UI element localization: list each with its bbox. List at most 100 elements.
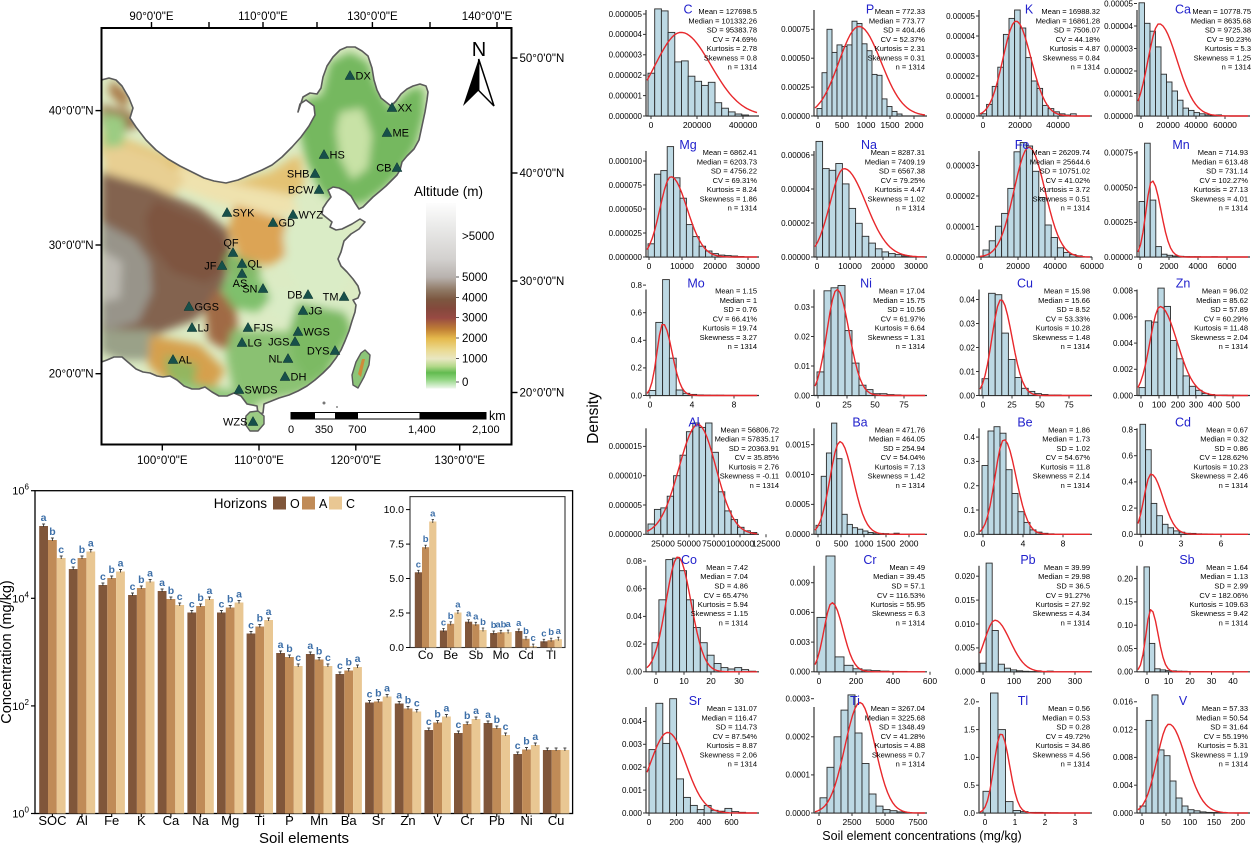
svg-text:SD = 0.76: SD = 0.76 xyxy=(723,305,757,314)
svg-text:0.00004: 0.00004 xyxy=(781,185,810,194)
svg-text:Mean = 16988.32: Mean = 16988.32 xyxy=(1041,7,1100,16)
svg-text:Sb: Sb xyxy=(1179,553,1194,567)
svg-text:Skewness = 3.27: Skewness = 3.27 xyxy=(700,333,757,342)
svg-text:0.015: 0.015 xyxy=(955,596,976,605)
svg-text:Median = 613.48: Median = 613.48 xyxy=(1192,157,1248,166)
svg-text:0.02: 0.02 xyxy=(626,640,642,649)
svg-text:SD = 10.56: SD = 10.56 xyxy=(887,305,925,314)
svg-text:Median = 6203.73: Median = 6203.73 xyxy=(697,157,757,166)
svg-text:140°0'0"E: 140°0'0"E xyxy=(462,11,513,23)
svg-text:a: a xyxy=(278,639,284,651)
svg-text:100°0'0"E: 100°0'0"E xyxy=(137,455,188,467)
svg-text:SD = 0.86: SD = 0.86 xyxy=(1214,444,1248,453)
svg-text:10000: 10000 xyxy=(838,261,862,271)
svg-text:0.001: 0.001 xyxy=(622,786,643,795)
svg-text:Cu: Cu xyxy=(548,813,565,828)
svg-text:3: 3 xyxy=(1073,817,1078,827)
svg-text:a: a xyxy=(466,609,472,620)
svg-text:0.00006: 0.00006 xyxy=(781,151,810,160)
svg-text:Median = 7409.19: Median = 7409.19 xyxy=(865,157,925,166)
svg-text:ME: ME xyxy=(393,128,410,140)
svg-text:30000: 30000 xyxy=(736,261,760,271)
svg-text:Median = 0.32: Median = 0.32 xyxy=(1200,435,1248,444)
svg-text:1,400: 1,400 xyxy=(408,424,436,436)
svg-text:Mean = 714.93: Mean = 714.93 xyxy=(1198,148,1248,157)
svg-text:Mean = 49: Mean = 49 xyxy=(889,563,925,572)
svg-text:0.04: 0.04 xyxy=(626,612,642,621)
svg-text:0.00000: 0.00000 xyxy=(781,112,810,121)
svg-text:120°0'0"E: 120°0'0"E xyxy=(331,455,382,467)
svg-text:Kurtosis = 7.13: Kurtosis = 7.13 xyxy=(875,463,925,472)
svg-text:ab: ab xyxy=(495,619,506,630)
svg-text:n = 1314: n = 1314 xyxy=(896,342,925,351)
svg-text:Mean = 7.42: Mean = 7.42 xyxy=(706,563,748,572)
svg-text:Density: Density xyxy=(585,392,602,444)
svg-text:CV = 52.37%: CV = 52.37% xyxy=(881,35,926,44)
svg-text:WGS: WGS xyxy=(304,327,330,339)
svg-text:2,100: 2,100 xyxy=(472,424,500,436)
svg-text:c: c xyxy=(189,599,195,611)
svg-text:c: c xyxy=(455,719,461,731)
svg-text:0.00005: 0.00005 xyxy=(946,12,975,21)
svg-text:10: 10 xyxy=(1164,676,1174,686)
svg-text:Cr: Cr xyxy=(460,813,474,828)
svg-text:0.000: 0.000 xyxy=(790,668,811,677)
svg-text:0.00: 0.00 xyxy=(794,391,810,400)
svg-text:10.0: 10.0 xyxy=(384,504,405,516)
svg-text:b: b xyxy=(49,526,55,538)
svg-text:400: 400 xyxy=(1208,400,1222,410)
svg-text:8: 8 xyxy=(1061,538,1066,548)
svg-text:0: 0 xyxy=(1138,261,1143,271)
svg-text:c: c xyxy=(441,618,446,629)
svg-text:c: c xyxy=(218,599,224,611)
svg-text:0: 0 xyxy=(1145,676,1150,686)
svg-text:0.008: 0.008 xyxy=(1113,753,1134,762)
svg-text:0.000004: 0.000004 xyxy=(609,30,643,39)
svg-text:TM: TM xyxy=(323,292,339,304)
svg-text:0.006: 0.006 xyxy=(1113,313,1134,322)
svg-text:Median = 1.13: Median = 1.13 xyxy=(1200,572,1248,581)
svg-text:600: 600 xyxy=(923,676,937,686)
svg-text:GD: GD xyxy=(279,218,296,230)
svg-text:Cd: Cd xyxy=(1175,415,1191,429)
svg-text:75000: 75000 xyxy=(702,538,726,548)
svg-text:DH: DH xyxy=(291,372,307,384)
svg-text:c: c xyxy=(515,740,521,752)
svg-text:1500: 1500 xyxy=(877,538,896,548)
svg-text:Skewness = 6.3: Skewness = 6.3 xyxy=(872,609,925,618)
svg-text:SOC: SOC xyxy=(38,813,66,828)
svg-text:40000: 40000 xyxy=(1043,261,1067,271)
svg-text:P: P xyxy=(285,813,294,828)
svg-text:Mean = 10778.75: Mean = 10778.75 xyxy=(1192,7,1251,16)
svg-text:Median = 57835.17: Median = 57835.17 xyxy=(715,435,779,444)
svg-text:0.02: 0.02 xyxy=(959,343,975,352)
svg-text:P: P xyxy=(866,3,874,17)
svg-text:0.003: 0.003 xyxy=(622,740,643,749)
svg-text:125000: 125000 xyxy=(752,538,781,548)
svg-text:2.5: 2.5 xyxy=(389,608,404,620)
svg-text:0.0010: 0.0010 xyxy=(786,470,811,479)
svg-text:O: O xyxy=(290,497,300,511)
svg-text:20000: 20000 xyxy=(871,261,895,271)
svg-text:0.004: 0.004 xyxy=(1113,339,1134,348)
svg-text:b: b xyxy=(108,564,114,576)
svg-text:0.000010: 0.000010 xyxy=(609,472,643,481)
svg-text:a: a xyxy=(266,606,272,618)
svg-text:c: c xyxy=(295,652,301,664)
svg-text:SD = 731.14: SD = 731.14 xyxy=(1206,167,1248,176)
svg-text:0.005: 0.005 xyxy=(955,644,976,653)
svg-text:K: K xyxy=(137,813,146,828)
svg-text:Kurtosis = 5.31: Kurtosis = 5.31 xyxy=(1198,741,1248,750)
svg-text:a: a xyxy=(384,683,390,695)
svg-text:SD = 6567.38: SD = 6567.38 xyxy=(879,167,925,176)
svg-text:a: a xyxy=(355,653,361,665)
svg-text:b: b xyxy=(286,643,292,655)
svg-text:0.009: 0.009 xyxy=(790,579,811,588)
svg-text:50: 50 xyxy=(1161,817,1171,827)
svg-text:5000: 5000 xyxy=(462,272,488,284)
svg-text:DB: DB xyxy=(287,290,302,302)
svg-text:Median = 7.04: Median = 7.04 xyxy=(700,572,748,581)
svg-text:Be: Be xyxy=(443,648,458,662)
svg-text:n = 1314: n = 1314 xyxy=(896,760,925,769)
svg-text:CV = 128.62%: CV = 128.62% xyxy=(1199,453,1248,462)
